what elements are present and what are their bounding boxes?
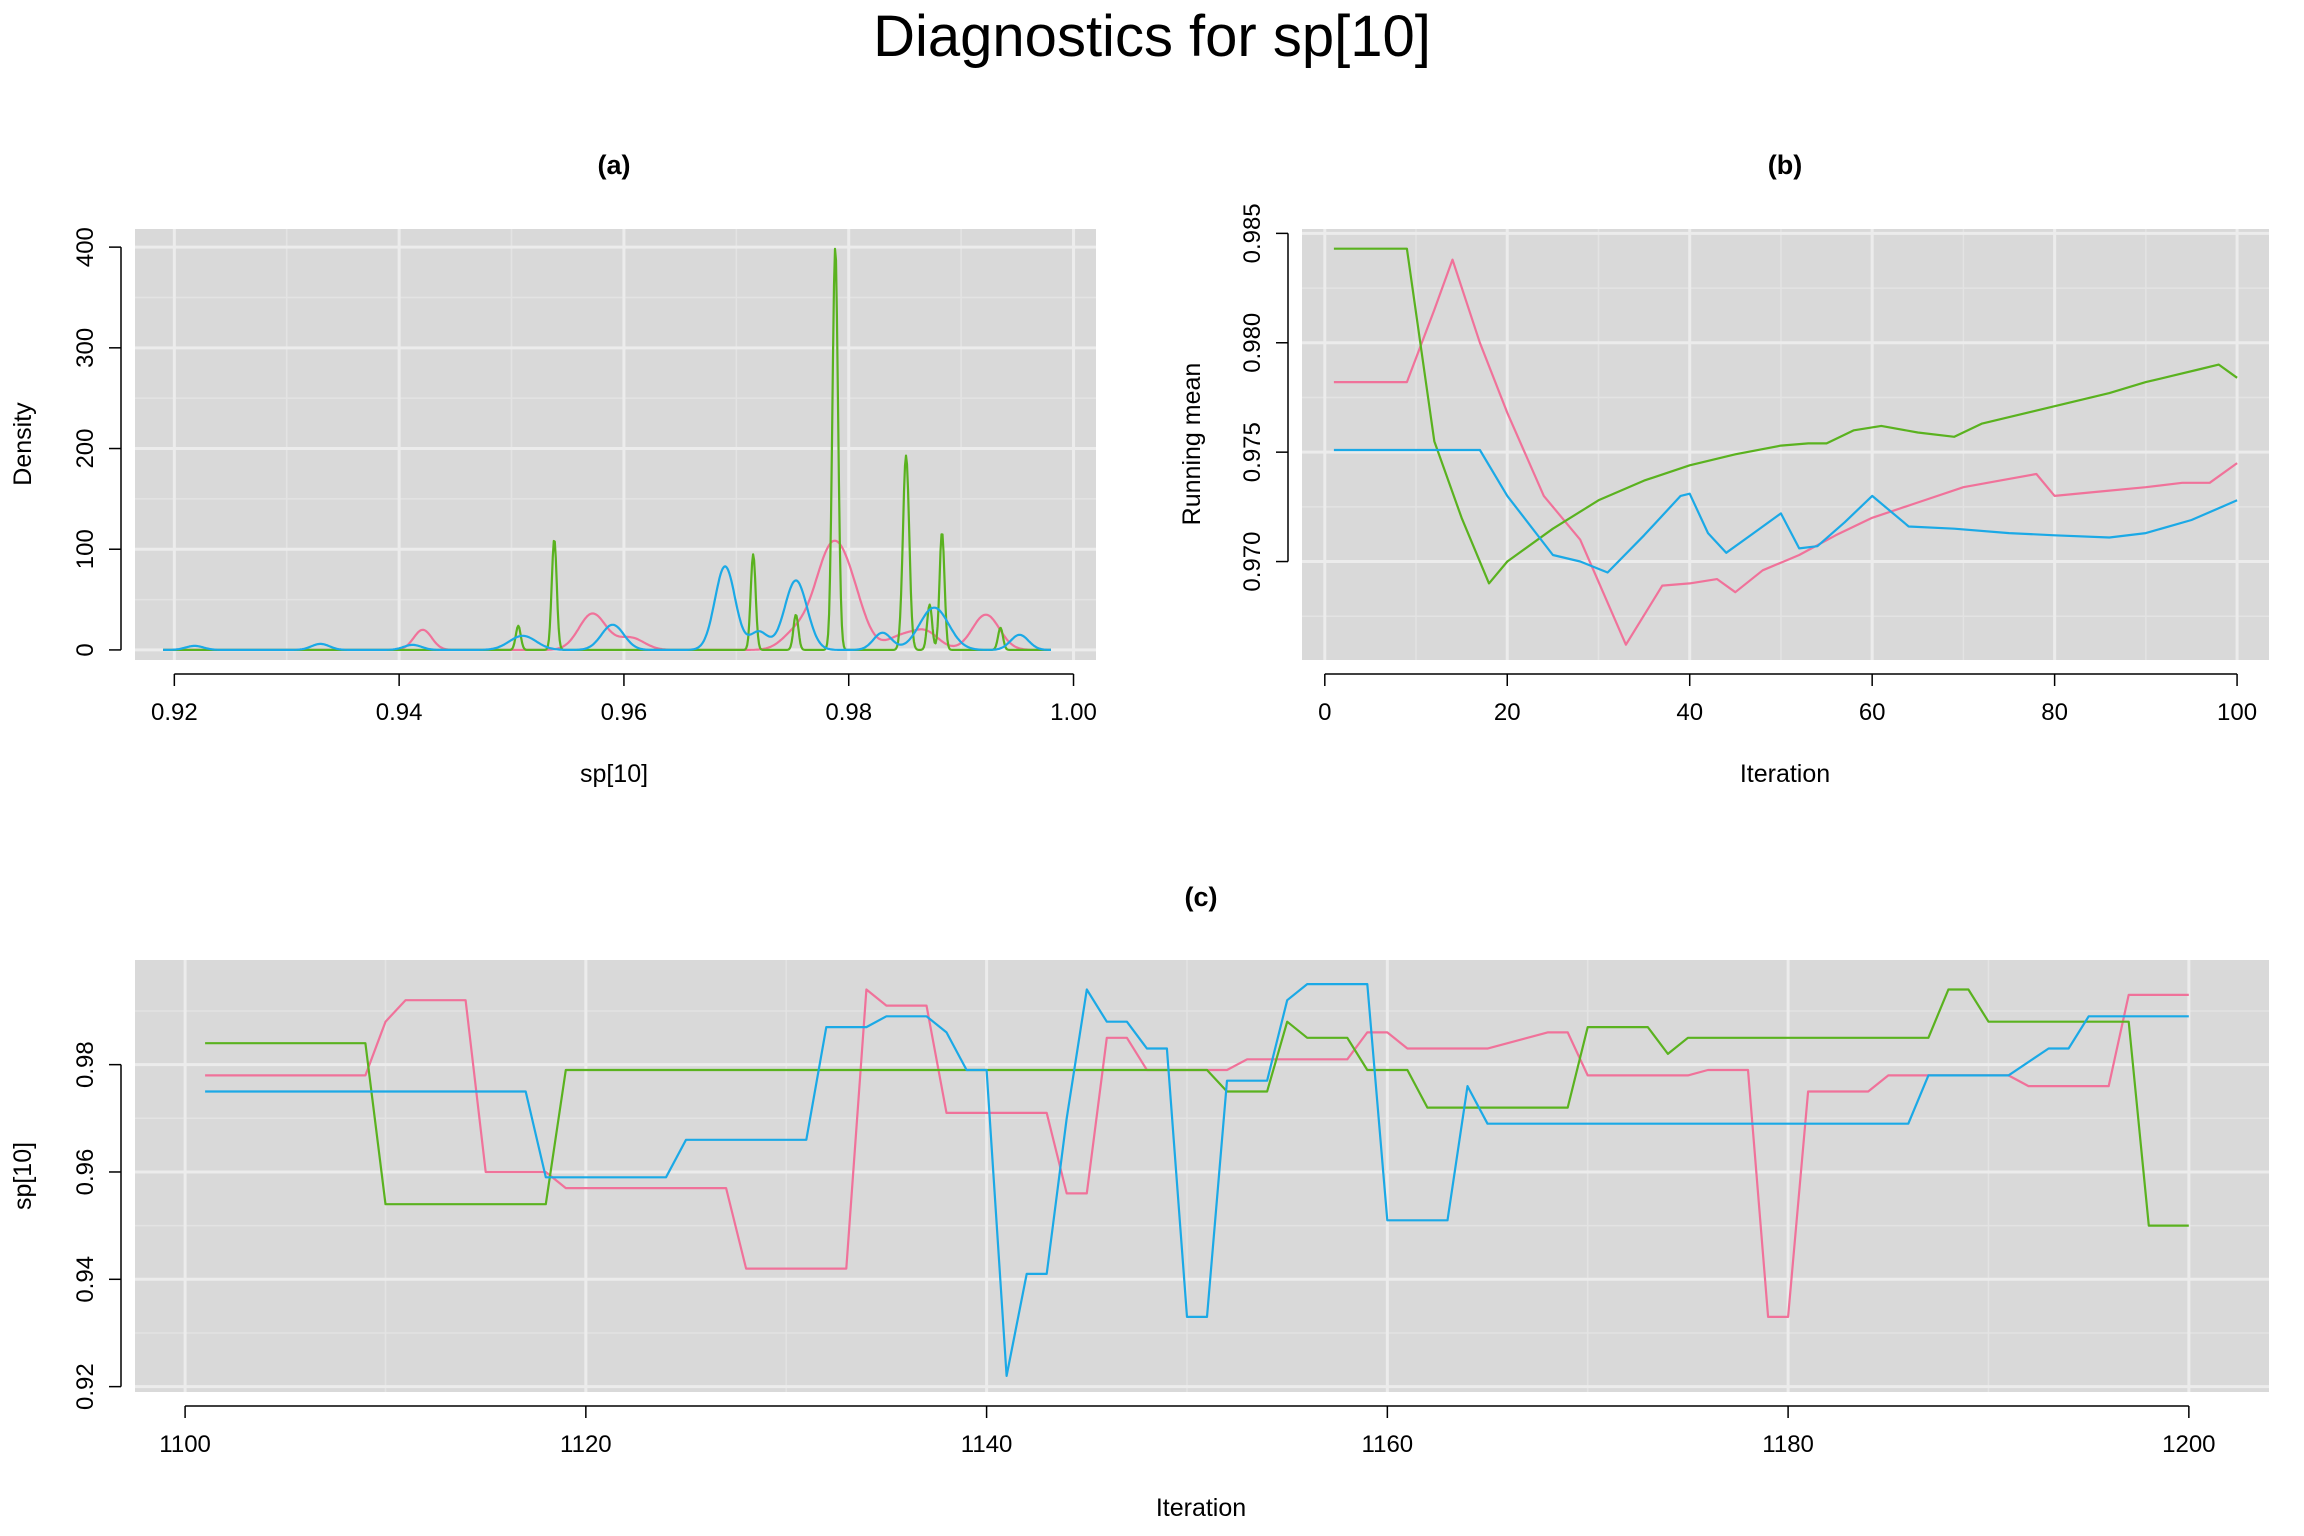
panel-c: (c) 1100 1120 1140 1160 1180 1200 0.92 0.94 0.96… bbox=[9, 882, 2269, 1522]
y-tick-label: 0.985 bbox=[1239, 203, 1266, 263]
panel-c-ylabel: sp[10] bbox=[9, 1142, 37, 1210]
panel-a: (a) 0.92 0.94 0.96 0.98 1.00 0 100 200 300 400 sp… bbox=[9, 150, 1097, 788]
x-tick-label: 0.92 bbox=[151, 699, 198, 726]
x-tick-label: 1140 bbox=[961, 1431, 1013, 1458]
panel-c-series-line-chain-2 bbox=[205, 988, 2189, 1227]
panel-c-title: (c) bbox=[1185, 882, 1218, 912]
y-tick-label: 0.94 bbox=[72, 1256, 99, 1303]
panel-c-axes: 1100 1120 1140 1160 1180 1200 0.92 0.94 0.96 0.98 bbox=[72, 1041, 2216, 1458]
panel-c-plot-area bbox=[135, 960, 2269, 1392]
x-tick-label: 1.00 bbox=[1050, 699, 1097, 726]
panel-c-series-line-chain-1 bbox=[205, 988, 2189, 1318]
x-tick-label: 100 bbox=[2217, 699, 2257, 726]
x-tick-label: 1180 bbox=[1762, 1431, 1814, 1458]
panel-c-series bbox=[205, 983, 2189, 1377]
y-tick-label: 0 bbox=[72, 643, 99, 656]
panel-a-plot-area bbox=[135, 229, 1096, 660]
x-tick-label: 40 bbox=[1676, 699, 1703, 726]
panel-b-series-line-chain-3 bbox=[1333, 448, 2238, 574]
figure-title: Diagnostics for sp[10] bbox=[873, 4, 1431, 69]
y-tick-label: 0.96 bbox=[72, 1149, 99, 1196]
y-tick-label: 400 bbox=[72, 227, 99, 267]
panel-a-xlabel: sp[10] bbox=[580, 760, 648, 788]
panel-a-title: (a) bbox=[598, 150, 631, 180]
x-tick-label: 1160 bbox=[1362, 1431, 1414, 1458]
panel-b-grid bbox=[1302, 229, 2269, 660]
y-tick-label: 300 bbox=[72, 328, 99, 368]
y-tick-label: 0.92 bbox=[72, 1363, 99, 1410]
y-tick-label: 0.98 bbox=[72, 1041, 99, 1088]
x-tick-label: 0.98 bbox=[825, 699, 872, 726]
y-tick-label: 100 bbox=[72, 529, 99, 569]
x-tick-label: 60 bbox=[1859, 699, 1886, 726]
x-tick-label: 0.94 bbox=[376, 699, 423, 726]
panel-b-title: (b) bbox=[1768, 150, 1802, 180]
panel-a-ylabel: Density bbox=[9, 402, 37, 486]
panel-b-series-line-chain-2 bbox=[1333, 247, 2238, 585]
panel-c-series-line-chain-3 bbox=[205, 983, 2189, 1377]
x-tick-label: 1200 bbox=[2162, 1431, 2215, 1458]
panel-a-axes: 0.92 0.94 0.96 0.98 1.00 0 100 200 300 400 bbox=[72, 227, 1097, 726]
panel-a-series bbox=[163, 247, 1052, 651]
panel-b-series-line-chain-1 bbox=[1333, 258, 2238, 646]
panel-b-axes: 0 20 40 60 80 100 0.970 0.975 0.980 0.985 bbox=[1239, 203, 2257, 726]
y-tick-label: 0.975 bbox=[1239, 422, 1266, 482]
panel-a-series-line-chain-3 bbox=[163, 565, 1052, 651]
panel-b-series bbox=[1333, 247, 2238, 646]
x-tick-label: 1120 bbox=[560, 1431, 612, 1458]
x-tick-label: 1100 bbox=[159, 1431, 211, 1458]
y-tick-label: 200 bbox=[72, 429, 99, 469]
panel-b-ylabel: Running mean bbox=[1178, 363, 1206, 526]
x-tick-label: 20 bbox=[1494, 699, 1521, 726]
y-tick-label: 0.970 bbox=[1239, 532, 1266, 592]
panel-c-xlabel: Iteration bbox=[1156, 1494, 1246, 1522]
panel-a-series-line-chain-2 bbox=[163, 247, 1052, 651]
panel-c-grid bbox=[135, 960, 2269, 1392]
y-tick-label: 0.980 bbox=[1239, 313, 1266, 373]
x-tick-label: 0.96 bbox=[601, 699, 648, 726]
x-tick-label: 80 bbox=[2041, 699, 2068, 726]
panel-b: (b) 0 20 40 60 80 100 0.970 0.975 0.980 0.985 Ite… bbox=[1178, 150, 2269, 788]
panel-b-xlabel: Iteration bbox=[1740, 760, 1830, 788]
x-tick-label: 0 bbox=[1318, 699, 1331, 726]
